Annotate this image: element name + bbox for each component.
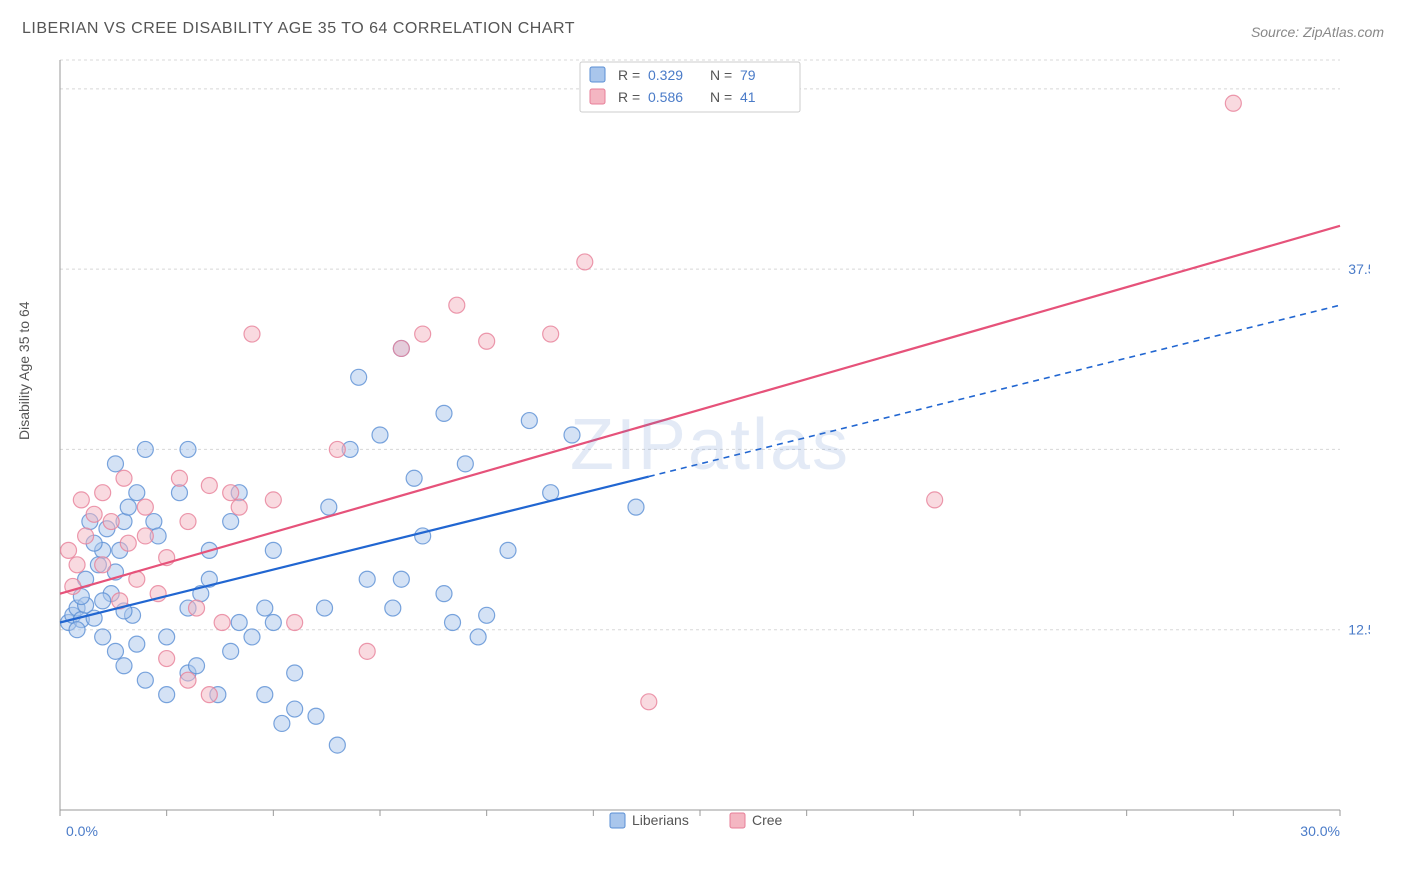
chart-title: LIBERIAN VS CREE DISABILITY AGE 35 TO 64… xyxy=(22,20,575,38)
svg-text:N =: N = xyxy=(710,67,732,83)
svg-text:12.5%: 12.5% xyxy=(1348,622,1370,638)
svg-text:0.586: 0.586 xyxy=(648,89,683,105)
svg-text:N =: N = xyxy=(710,89,732,105)
svg-text:R =: R = xyxy=(618,89,640,105)
source-attribution: Source: ZipAtlas.com xyxy=(1251,24,1384,40)
y-axis-label: Disability Age 35 to 64 xyxy=(16,301,32,440)
svg-text:Liberians: Liberians xyxy=(632,812,689,828)
svg-text:R =: R = xyxy=(618,67,640,83)
svg-text:41: 41 xyxy=(740,89,756,105)
chart-svg: 12.5% 37.5% 0.0% 30.0% R = 0.329 N = 79 R = 0.586… xyxy=(50,50,1370,840)
svg-text:30.0%: 30.0% xyxy=(1300,823,1340,839)
svg-text:Cree: Cree xyxy=(752,812,783,828)
svg-text:79: 79 xyxy=(740,67,756,83)
svg-text:0.329: 0.329 xyxy=(648,67,683,83)
scatter-chart: 12.5% 37.5% 0.0% 30.0% R = 0.329 N = 79 R = 0.586… xyxy=(50,50,1370,840)
svg-text:0.0%: 0.0% xyxy=(66,823,98,839)
svg-text:37.5%: 37.5% xyxy=(1348,261,1370,277)
